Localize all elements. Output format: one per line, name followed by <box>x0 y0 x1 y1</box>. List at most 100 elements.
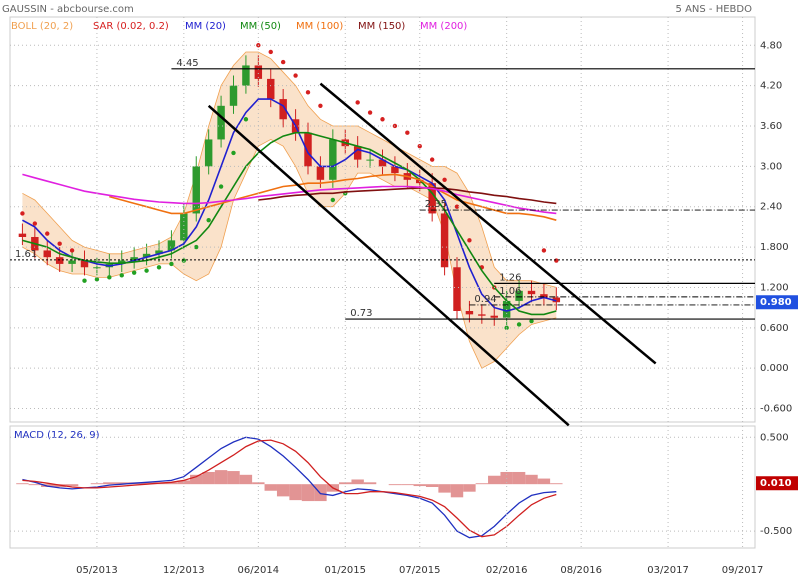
trendline <box>319 82 657 365</box>
y-tick-label: 4.20 <box>760 81 782 92</box>
macd-histogram-bar <box>339 482 352 485</box>
legend-entry: MM (100) <box>296 21 343 32</box>
sar-dot <box>144 268 149 273</box>
candle-body <box>453 267 461 311</box>
y-tick-label: 3.60 <box>760 121 782 132</box>
sar-dot <box>119 273 124 278</box>
macd-histogram-bar <box>115 482 128 485</box>
candle-body <box>515 290 523 301</box>
macd-y-tick-label: -0.500 <box>760 526 792 537</box>
candle-body <box>366 159 374 161</box>
x-tick-label: 08/2016 <box>560 565 602 576</box>
candle-body <box>142 253 151 258</box>
macd-panel-frame <box>9 425 756 549</box>
candle-body <box>279 99 287 120</box>
candle-body <box>18 233 27 237</box>
sar-dot <box>82 278 87 283</box>
sar-dot <box>442 177 447 183</box>
sar-dot <box>206 217 211 223</box>
sar-dot <box>20 211 25 216</box>
x-tick-label: 05/2013 <box>76 565 118 576</box>
candle-body <box>267 78 275 100</box>
legend-entry: MM (200) <box>420 21 467 32</box>
macd-histogram-bar <box>301 484 315 502</box>
sar-dot <box>194 244 199 250</box>
macd-histogram-bar <box>190 474 203 485</box>
macd-histogram-bar <box>525 474 538 485</box>
sar-dot <box>467 238 472 243</box>
macd-histogram-bar <box>550 483 563 485</box>
candle-body <box>254 65 263 79</box>
candle-body <box>329 139 337 180</box>
macd-histogram-bar <box>537 478 551 485</box>
macd-histogram-bar <box>202 471 215 485</box>
candle-body <box>353 146 362 160</box>
macd-line <box>22 436 557 539</box>
macd-histogram-bar <box>475 483 489 485</box>
sar-dot <box>367 110 373 115</box>
macd-histogram-bar <box>214 470 228 485</box>
macd-histogram-bar <box>363 482 377 485</box>
sar-dot <box>529 318 534 324</box>
x-tick-label: 12/2013 <box>163 565 205 576</box>
x-tick-label: 01/2015 <box>324 565 366 576</box>
level-label: 1.06 <box>499 286 521 297</box>
level-label: 1.26 <box>499 272 521 283</box>
macd-histogram-bar <box>140 482 153 485</box>
bollinger-upper <box>22 51 557 288</box>
macd-histogram-bar <box>425 484 439 487</box>
macd-histogram-bar <box>252 482 265 485</box>
candle-body <box>204 139 213 167</box>
price-tag <box>756 295 798 310</box>
sar-dot <box>268 49 273 55</box>
y-tick-label: 4.80 <box>760 40 782 51</box>
sar-dot <box>243 117 249 122</box>
sar-dot <box>131 270 137 275</box>
sar-dot <box>181 258 187 263</box>
sar-dot <box>293 73 298 78</box>
macd-histogram-bar <box>488 475 501 485</box>
candle-body <box>540 294 548 298</box>
sar-dot <box>429 157 435 162</box>
candle-body <box>55 257 64 264</box>
sar-dot <box>355 100 360 105</box>
main-panel-frame <box>9 16 756 423</box>
macd-tag <box>756 476 798 491</box>
signal-line <box>22 439 557 538</box>
macd-histogram-bar <box>438 484 451 493</box>
sar-dot <box>69 248 75 253</box>
x-tick-label: 07/2015 <box>399 565 441 576</box>
legend-entry: MM (50) <box>240 21 281 32</box>
macd-histogram-bar <box>388 484 402 486</box>
main-plot <box>18 43 561 369</box>
sar-dot <box>305 90 311 95</box>
legend-entry: BOLL (20, 2) <box>11 21 73 32</box>
candle-body <box>229 85 238 106</box>
sar-dot <box>231 150 236 156</box>
macd-histogram-bar <box>289 484 302 501</box>
macd-y-tick-label: 0.500 <box>760 432 789 443</box>
candle-body <box>80 260 89 268</box>
candle-body <box>490 315 498 318</box>
macd-tag-label: 0.010 <box>760 478 792 489</box>
moving-average <box>22 173 557 215</box>
candle-body <box>316 166 325 180</box>
sar-dot <box>454 204 460 209</box>
sar-dot <box>405 130 410 135</box>
legend-entry: MM (20) <box>185 21 226 32</box>
sar-dot <box>57 241 62 246</box>
candle-body <box>180 213 188 241</box>
x-tick-label: 06/2014 <box>238 565 280 576</box>
candle-body <box>378 159 387 167</box>
level-label: 4.45 <box>176 58 198 69</box>
candle-body <box>440 213 449 268</box>
level-label: 1.61 <box>15 249 37 260</box>
sar-dot <box>280 59 286 65</box>
level-label: 2.35 <box>425 199 447 210</box>
macd-histogram-bar <box>450 484 464 498</box>
sar-dot <box>554 258 559 263</box>
candle-body <box>304 132 312 167</box>
moving-average <box>22 131 557 316</box>
macd-histogram-bar <box>16 483 29 485</box>
macd-plot <box>16 436 563 539</box>
